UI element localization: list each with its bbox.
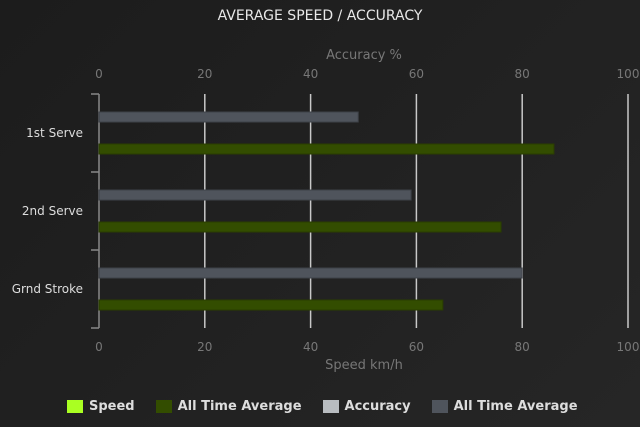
category-label: Grnd Stroke [12,282,83,296]
legend-label: All Time Average [177,399,302,414]
top-tick-label: 100 [617,67,640,81]
category-label: 1st Serve [26,126,83,140]
bar-speed-average [98,299,444,311]
bar-speed-average [98,221,502,233]
top-tick-label: 0 [95,67,103,81]
legend-label: Accuracy [344,399,411,414]
bottom-tick-label: 100 [617,340,640,354]
bar-accuracy-average [98,267,523,279]
legend-item-accuracy-average[interactable]: All Time Average [431,399,578,414]
top-axis-title: Accuracy % [326,48,402,63]
bar-speed-average [98,143,555,155]
bottom-tick-label: 60 [409,340,424,354]
chart-title: AVERAGE SPEED / ACCURACY [217,8,423,24]
bottom-tick-label: 0 [95,340,103,354]
bottom-tick-label: 20 [197,340,212,354]
legend-item-speed[interactable]: Speed [67,399,135,414]
legend: Speed All Time Average Accuracy All Time… [67,399,599,414]
top-tick-label: 20 [197,67,212,81]
bottom-tick-label: 80 [515,340,530,354]
bottom-axis-title: Speed km/h [325,358,403,373]
legend-item-accuracy[interactable]: Accuracy [322,399,411,414]
bottom-tick-label: 40 [303,340,318,354]
top-tick-label: 40 [303,67,318,81]
legend-item-speed-average[interactable]: All Time Average [155,399,302,414]
category-label: 2nd Serve [22,204,83,218]
top-tick-label: 80 [515,67,530,81]
bar-accuracy-average [98,111,359,123]
legend-swatch [155,400,172,413]
legend-swatch [431,400,448,413]
legend-label: Speed [89,399,135,414]
top-tick-label: 60 [409,67,424,81]
legend-swatch [322,400,339,413]
bar-accuracy-average [98,189,412,201]
legend-swatch [67,400,83,413]
legend-label: All Time Average [453,399,578,414]
